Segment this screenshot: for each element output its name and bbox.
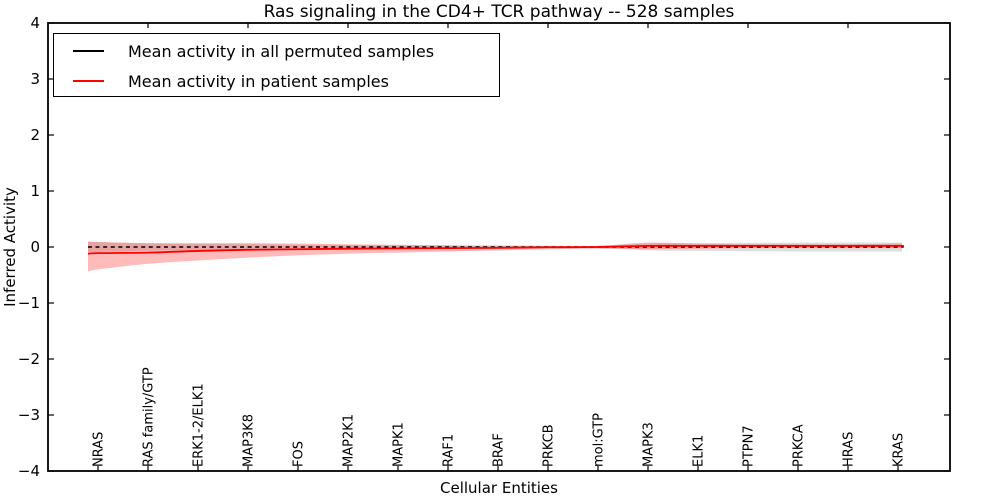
chart-title: Ras signaling in the CD4+ TCR pathway --… xyxy=(263,2,735,22)
legend-label: Mean activity in patient samples xyxy=(128,71,389,91)
x-tick-label: PRKCA xyxy=(792,424,807,467)
legend: Mean activity in all permuted samples Me… xyxy=(53,33,500,97)
x-tick-label: KRAS xyxy=(892,433,907,467)
x-tick-label: ERK1-2/ELK1 xyxy=(192,383,207,467)
x-tick-label: ELK1 xyxy=(692,435,707,467)
y-tick-label: 0 xyxy=(30,238,40,256)
patient-mean-line xyxy=(87,244,905,255)
patient-line-sample-icon xyxy=(73,80,104,82)
x-tick-label: RAF1 xyxy=(442,434,457,467)
x-tick-label: MAPK1 xyxy=(392,422,407,467)
legend-label: Mean activity in all permuted samples xyxy=(128,41,435,61)
x-tick-label: BRAF xyxy=(492,433,507,467)
y-axis-label: Inferred Activity xyxy=(1,187,19,307)
x-tick-label: MAPK3 xyxy=(642,422,657,467)
x-tick-label: mol:GTP xyxy=(592,413,607,467)
x-axis-label: Cellular Entities xyxy=(440,479,558,497)
y-tick-label: 4 xyxy=(30,14,40,32)
x-tick-label: FOS xyxy=(292,441,307,467)
y-tick-label: −4 xyxy=(18,462,40,480)
y-tick-label: 3 xyxy=(30,70,40,88)
y-tick-label: 1 xyxy=(30,182,40,200)
x-tick-label: NRAS xyxy=(92,432,107,467)
x-tick-label: MAP2K1 xyxy=(342,414,357,467)
y-tick-label: −3 xyxy=(18,406,40,424)
legend-entry-permuted: Mean activity in all permuted samples xyxy=(54,36,499,66)
x-tick-label: HRAS xyxy=(842,432,857,467)
x-tick-label: RAS family/GTP xyxy=(142,367,157,467)
y-tick-label: −1 xyxy=(18,294,40,312)
y-tick-label: 2 xyxy=(30,126,40,144)
y-tick-label: −2 xyxy=(18,350,40,368)
x-tick-label: MAP3K8 xyxy=(242,414,257,467)
permuted-line-sample-icon xyxy=(73,50,104,52)
x-tick-label: PRKCB xyxy=(542,424,557,467)
legend-entry-patient: Mean activity in patient samples xyxy=(54,66,499,96)
x-tick-label: PTPN7 xyxy=(742,425,757,467)
